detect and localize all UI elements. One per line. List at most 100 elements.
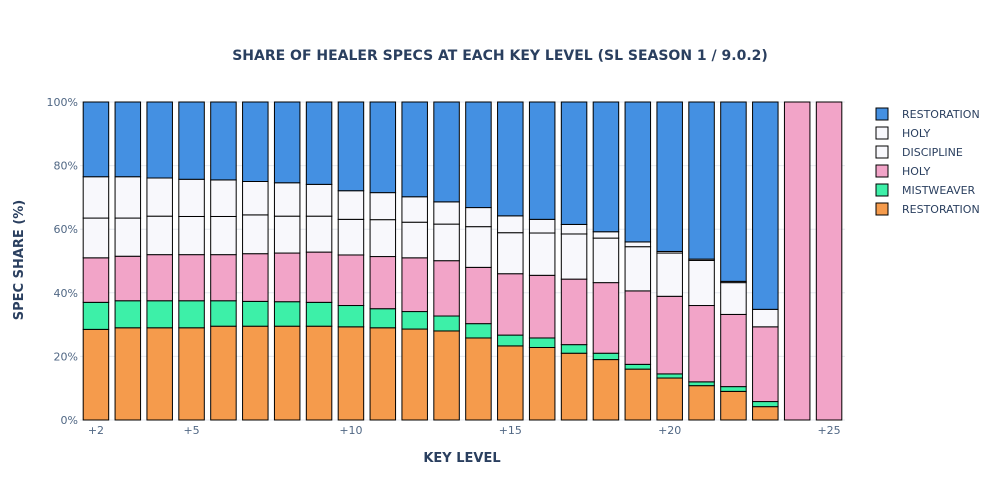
bar-segment[interactable] [401, 328, 428, 421]
legend-item[interactable]: HOLY [875, 164, 931, 178]
bar-segment[interactable] [656, 101, 683, 252]
bar-segment[interactable] [528, 218, 556, 234]
bar-segment[interactable] [178, 215, 205, 256]
bar-segment[interactable] [624, 368, 652, 421]
bar-segment[interactable] [82, 176, 110, 219]
bar-segment[interactable] [465, 207, 492, 228]
bar-segment[interactable] [82, 217, 110, 259]
bar-segment[interactable] [815, 101, 843, 421]
bar-segment[interactable] [624, 363, 652, 370]
bar-segment[interactable] [560, 101, 588, 225]
bar-segment[interactable] [210, 300, 237, 327]
bar-segment[interactable] [210, 179, 237, 217]
bar-segment[interactable] [433, 330, 460, 421]
bar-segment[interactable] [146, 300, 173, 329]
bar-segment[interactable] [305, 215, 333, 253]
bar-segment[interactable] [624, 246, 652, 292]
bar-segment[interactable] [497, 232, 524, 275]
bar-segment[interactable] [528, 274, 556, 339]
legend-item[interactable]: DISCIPLINE [875, 145, 963, 159]
bar-segment[interactable] [560, 352, 588, 421]
bar-segment[interactable] [465, 323, 492, 339]
bar-segment[interactable] [560, 223, 588, 235]
bar-segment[interactable] [369, 308, 397, 329]
bar-segment[interactable] [752, 101, 779, 310]
bar-segment[interactable] [528, 232, 556, 276]
bar-segment[interactable] [401, 257, 428, 313]
bar-segment[interactable] [656, 377, 683, 421]
bar-segment[interactable] [465, 226, 492, 268]
bar-segment[interactable] [528, 337, 556, 348]
bar-segment[interactable] [592, 101, 620, 233]
bar-segment[interactable] [114, 176, 142, 219]
bar-segment[interactable] [242, 214, 269, 255]
bar-segment[interactable] [242, 181, 269, 216]
bar-segment[interactable] [497, 215, 524, 234]
bar-segment[interactable] [752, 308, 779, 328]
bar-segment[interactable] [337, 254, 365, 307]
bar-segment[interactable] [210, 101, 237, 181]
bar-segment[interactable] [720, 386, 747, 392]
bar-segment[interactable] [592, 282, 620, 354]
bar-segment[interactable] [273, 101, 301, 184]
bar-segment[interactable] [624, 101, 652, 243]
bar-segment[interactable] [178, 327, 205, 421]
bar-segment[interactable] [369, 327, 397, 421]
bar-segment[interactable] [465, 101, 492, 209]
bar-segment[interactable] [497, 345, 524, 421]
bar-segment[interactable] [146, 327, 173, 421]
bar-segment[interactable] [433, 201, 460, 225]
bar-segment[interactable] [369, 219, 397, 258]
bar-segment[interactable] [146, 177, 173, 217]
bar-segment[interactable] [528, 346, 556, 421]
bar-segment[interactable] [337, 326, 365, 421]
bar-segment[interactable] [305, 325, 333, 421]
bar-segment[interactable] [433, 260, 460, 317]
bar-segment[interactable] [337, 190, 365, 220]
bar-segment[interactable] [560, 233, 588, 280]
bar-segment[interactable] [369, 256, 397, 310]
bar-segment[interactable] [114, 327, 142, 421]
bar-segment[interactable] [242, 300, 269, 327]
bar-segment[interactable] [688, 381, 715, 387]
bar-segment[interactable] [82, 257, 110, 303]
bar-segment[interactable] [178, 300, 205, 329]
bar-segment[interactable] [178, 178, 205, 217]
bar-segment[interactable] [114, 101, 142, 178]
bar-segment[interactable] [369, 101, 397, 194]
bar-segment[interactable] [273, 301, 301, 327]
bar-segment[interactable] [146, 101, 173, 179]
bar-segment[interactable] [783, 101, 811, 421]
bar-segment[interactable] [688, 305, 715, 383]
bar-segment[interactable] [433, 101, 460, 203]
bar-segment[interactable] [242, 101, 269, 182]
bar-segment[interactable] [624, 290, 652, 365]
bar-segment[interactable] [433, 223, 460, 262]
bar-segment[interactable] [752, 326, 779, 403]
bar-segment[interactable] [305, 183, 333, 217]
bar-segment[interactable] [82, 328, 110, 421]
bar-segment[interactable] [720, 282, 747, 315]
bar-segment[interactable] [305, 301, 333, 327]
bar-segment[interactable] [114, 217, 142, 257]
bar-segment[interactable] [752, 401, 779, 408]
bar-segment[interactable] [592, 359, 620, 421]
bar-segment[interactable] [720, 313, 747, 388]
bar-segment[interactable] [114, 255, 142, 302]
bar-segment[interactable] [305, 101, 333, 185]
bar-segment[interactable] [592, 352, 620, 361]
bar-segment[interactable] [146, 215, 173, 256]
bar-segment[interactable] [656, 373, 683, 379]
bar-segment[interactable] [688, 101, 715, 260]
bar-segment[interactable] [273, 182, 301, 217]
bar-segment[interactable] [337, 305, 365, 328]
bar-segment[interactable] [273, 252, 301, 303]
bar-segment[interactable] [242, 253, 269, 302]
bar-segment[interactable] [497, 101, 524, 217]
bar-segment[interactable] [305, 251, 333, 303]
bar-segment[interactable] [401, 221, 428, 259]
bar-segment[interactable] [560, 344, 588, 354]
bar-segment[interactable] [592, 231, 620, 239]
bar-segment[interactable] [82, 101, 110, 178]
bar-segment[interactable] [369, 192, 397, 221]
